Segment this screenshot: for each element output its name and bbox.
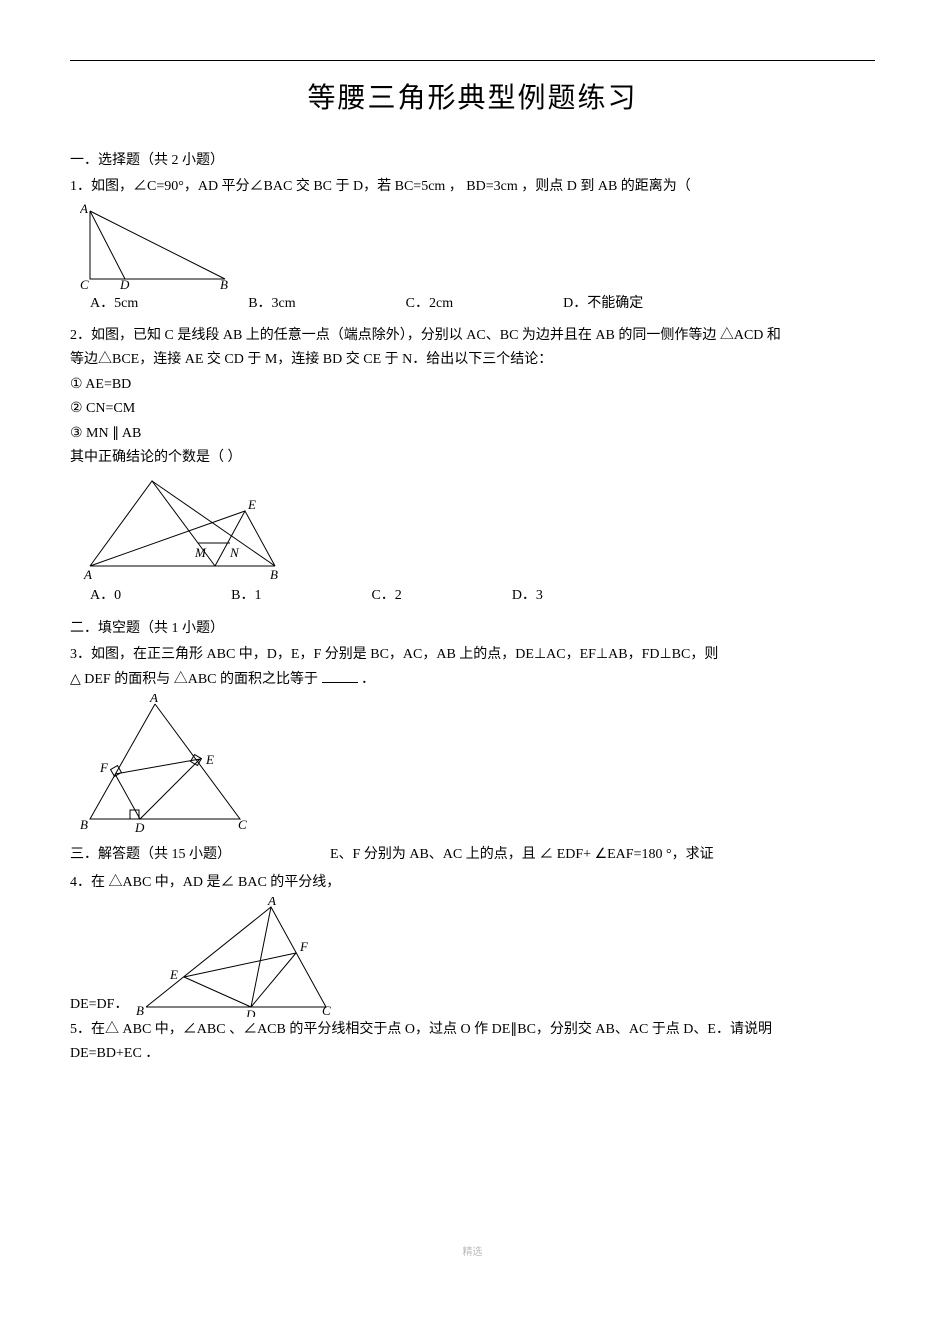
q1-optC: C．2cm <box>406 293 453 315</box>
q4-label-A: A <box>267 897 276 908</box>
section3-row: 三．解答题（共 15 小题） E、F 分别为 AB、AC 上的点，且 ∠ EDF… <box>70 836 875 870</box>
q2-c2: ② CN=CM <box>70 398 875 420</box>
q3-line2: △ DEF 的面积与 △ABC 的面积之比等于 ． <box>70 668 875 691</box>
q1-optA: A．5cm <box>90 293 138 315</box>
q3-line1: 3．如图，在正三角形 ABC 中，D，E，F 分别是 BC，AC，AB 上的点，… <box>70 644 875 666</box>
q2-label-E: E <box>247 497 256 512</box>
section3-heading: 三．解答题（共 15 小题） <box>70 844 330 866</box>
q1-options: A．5cm B．3cm C．2cm D．不能确定 <box>90 293 875 315</box>
page-footer: 精选 <box>70 1245 875 1261</box>
header-rule <box>70 60 875 61</box>
q2-optC: C．2 <box>371 585 401 607</box>
q2-tail: 其中正确结论的个数是（ ） <box>70 447 875 469</box>
q2-figure: A B E M N <box>80 471 875 581</box>
q1-optD: D．不能确定 <box>563 293 643 315</box>
q4-right: E、F 分别为 AB、AC 上的点，且 ∠ EDF+ ∠EAF=180 °，求证 <box>330 844 714 866</box>
q3-label-C: C <box>238 817 247 832</box>
q2-label-A: A <box>83 567 92 581</box>
q4-line: 4．在 △ABC 中，AD 是∠ BAC 的平分线， <box>70 872 875 894</box>
q1-text: 1．如图，∠C=90°，AD 平分∠BAC 交 BC 于 D，若 BC=5cm … <box>70 176 875 198</box>
q3-line2b: ． <box>361 672 375 687</box>
q2-label-M: M <box>194 545 207 560</box>
q3-label-E: E <box>205 752 214 767</box>
q4-tail: DE=DF． <box>70 994 128 1016</box>
q1-label-D: D <box>119 277 130 289</box>
q3-figure: A B C D E F <box>80 694 875 834</box>
q4-label-D: D <box>245 1007 256 1017</box>
q4-label-C: C <box>322 1003 331 1017</box>
q2-optA: A．0 <box>90 585 121 607</box>
q4-figure: A B C D E F <box>136 897 336 1017</box>
q3-label-D: D <box>134 820 145 834</box>
q1-optB: B．3cm <box>248 293 295 315</box>
q4-figure-row: DE=DF． A B C D E F <box>70 897 875 1017</box>
q5-line2: DE=BD+EC ． <box>70 1043 875 1065</box>
q2-c1: ① AE=BD <box>70 374 875 396</box>
q4-label-B: B <box>136 1003 144 1017</box>
q3-line2a: △ DEF 的面积与 △ABC 的面积之比等于 <box>70 672 322 687</box>
q2-optB: B．1 <box>231 585 261 607</box>
q2-label-B: B <box>270 567 278 581</box>
q1-label-A: A <box>80 201 88 216</box>
q3-label-B: B <box>80 817 88 832</box>
q3-label-F: F <box>99 760 109 775</box>
q2-c3: ③ MN ∥ AB <box>70 423 875 445</box>
q1-figure: A C D B <box>80 201 875 289</box>
section1-heading: 一．选择题（共 2 小题） <box>70 150 875 172</box>
q3-label-A: A <box>149 694 158 705</box>
q3-blank <box>322 668 358 683</box>
q2-options: A．0 B．1 C．2 D．3 <box>90 585 875 607</box>
q4-label-F: F <box>299 939 309 954</box>
section2-heading: 二．填空题（共 1 小题） <box>70 618 875 640</box>
q2-optD: D．3 <box>512 585 543 607</box>
q2-line1: 2．如图，已知 C 是线段 AB 上的任意一点（端点除外），分别以 AC、BC … <box>70 325 875 347</box>
q2-label-N: N <box>229 545 240 560</box>
q1-label-B: B <box>220 277 228 289</box>
q2-line2: 等边△BCE，连接 AE 交 CD 于 M，连接 BD 交 CE 于 N．给出以… <box>70 349 875 371</box>
q1-label-C: C <box>80 277 89 289</box>
page-title: 等腰三角形典型例题练习 <box>70 77 875 122</box>
q4-label-E: E <box>169 967 178 982</box>
q5-line1: 5．在△ ABC 中，∠ABC 、∠ACB 的平分线相交于点 O，过点 O 作 … <box>70 1019 875 1041</box>
